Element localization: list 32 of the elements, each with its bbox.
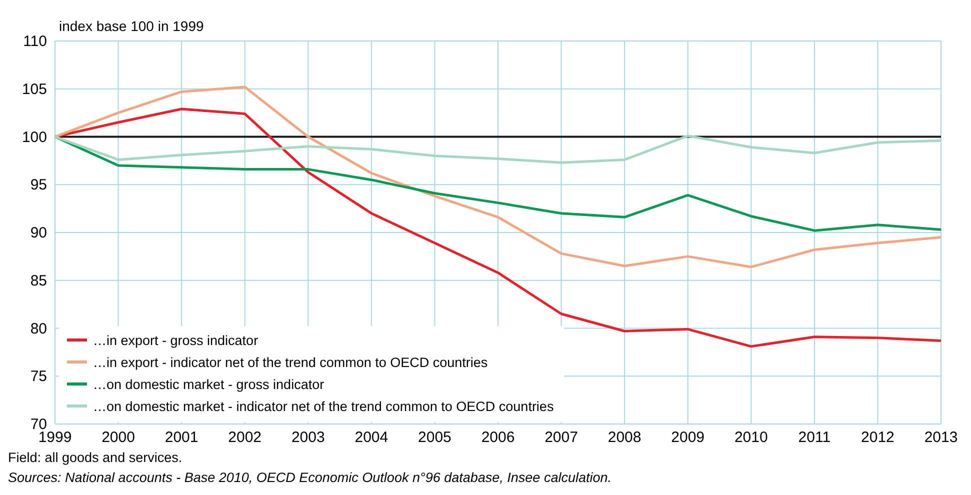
y-tick-label: 95 bbox=[30, 176, 47, 194]
x-tick-label: 2003 bbox=[291, 429, 325, 446]
x-tick-label: 2012 bbox=[861, 429, 894, 446]
y-tick-label: 80 bbox=[30, 320, 47, 338]
y-tick-label: 100 bbox=[22, 128, 47, 146]
text: Field: all goods and services. bbox=[8, 450, 182, 465]
x-tick-label: 2004 bbox=[354, 429, 388, 446]
x-tick-label: 2011 bbox=[798, 429, 831, 446]
x-tick-label: 2008 bbox=[608, 429, 642, 446]
line-series bbox=[54, 134, 942, 164]
y-tick-label: 90 bbox=[30, 224, 47, 242]
x-tick-label: 2013 bbox=[924, 429, 958, 446]
line-series bbox=[54, 86, 942, 268]
x-tick-label: 2010 bbox=[734, 429, 768, 446]
legend-label: …on domestic market - gross indicator bbox=[93, 377, 325, 392]
x-tick-label: 2007 bbox=[544, 429, 578, 446]
y-tick-label: 85 bbox=[30, 272, 47, 290]
line-series bbox=[54, 136, 942, 232]
x-tick-label: 2002 bbox=[228, 429, 262, 446]
source-note: Sources: National accounts - Base 2010, OECD Economic Outlook n°96 database, Insee calculation. bbox=[8, 470, 612, 485]
legend-label: …in export - indicator net of the trend common to OECD countries bbox=[93, 355, 488, 370]
x-tick-label: 2009 bbox=[671, 429, 705, 446]
x-tick-label: 2001 bbox=[164, 429, 198, 446]
x-tick-label: 2005 bbox=[418, 429, 452, 446]
x-tick-label: 2000 bbox=[102, 429, 135, 446]
x-tick-label: 2006 bbox=[481, 429, 515, 446]
y-tick-label: 105 bbox=[22, 80, 47, 98]
legend-label: …on domestic market - indicator net of the trend common to OECD countries bbox=[93, 399, 554, 414]
y-tick-label: 110 bbox=[23, 33, 47, 50]
legend-label: …in export - gross indicator bbox=[93, 333, 259, 348]
y-axis-title: index base 100 in 1999 bbox=[59, 18, 204, 34]
y-tick-label: 75 bbox=[30, 368, 47, 386]
